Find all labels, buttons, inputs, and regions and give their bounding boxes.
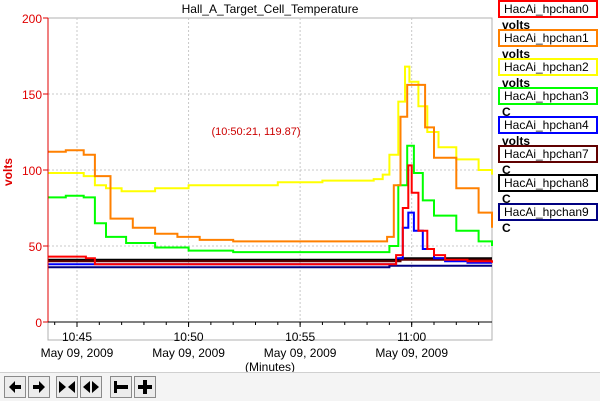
legend-series-name: HacAi_hpchan2 xyxy=(504,60,589,74)
y-tick-label: 100 xyxy=(22,164,42,178)
chart-title: Hall_A_Target_Cell_Temperature xyxy=(182,2,359,16)
arrow-right-icon[interactable] xyxy=(28,376,50,398)
y-tick-label: 50 xyxy=(29,240,43,254)
legend-series-unit: volts xyxy=(502,18,530,32)
legend-swatch xyxy=(498,29,598,47)
legend-series-name: HacAi_hpchan4 xyxy=(504,118,589,132)
chart: 0 50 100 150 200 10:45 May 09, 2009 10:50 May 09… xyxy=(1,0,598,372)
series-line-HacAi_hpchan0 xyxy=(48,164,493,266)
legend: HacAi_hpchan0voltsHacAi_hpchan1voltsHacA… xyxy=(498,0,598,235)
series-line-HacAi_hpchan9 xyxy=(48,264,492,269)
legend-series-name: HacAi_hpchan0 xyxy=(504,2,589,16)
legend-series-name: HacAi_hpchan1 xyxy=(504,31,589,45)
minus-icon[interactable] xyxy=(110,376,132,398)
legend-series-name: HacAi_hpchan3 xyxy=(504,89,589,103)
legend-series-unit: C xyxy=(502,192,511,206)
x-tick-time: 10:50 xyxy=(174,330,204,344)
legend-swatch xyxy=(498,58,598,76)
zoom-out-x-icon[interactable] xyxy=(80,376,102,398)
series-line-HacAi_hpchan8 xyxy=(48,257,492,261)
series-line-HacAi_hpchan1 xyxy=(48,83,493,243)
x-tick-time: 11:00 xyxy=(397,330,426,344)
x-axis-label: (Minutes) xyxy=(245,360,295,372)
legend-series-name: HacAi_hpchan7 xyxy=(504,147,589,161)
axes: 0 50 100 150 200 10:45 May 09, 2009 10:50 May 09… xyxy=(22,12,492,360)
x-tick-date: May 09, 2009 xyxy=(41,346,114,360)
legend-swatch xyxy=(498,0,598,18)
legend-series-unit: C xyxy=(502,221,511,235)
legend-swatch xyxy=(498,116,598,134)
legend-swatch xyxy=(498,87,598,105)
legend-series-unit: volts xyxy=(502,134,530,148)
x-tick-time: 10:45 xyxy=(62,330,92,344)
arrow-left-icon[interactable] xyxy=(4,376,26,398)
legend-series-unit: volts xyxy=(502,47,530,61)
y-axis-label: volts xyxy=(1,158,15,186)
legend-series-unit: volts xyxy=(502,76,530,90)
legend-series-name: HacAi_hpchan9 xyxy=(504,205,589,219)
legend-swatch xyxy=(498,203,598,221)
cursor-annotation: (10:50:21, 119.87) xyxy=(211,126,300,138)
y-tick-label: 150 xyxy=(22,88,42,102)
legend-series-unit: C xyxy=(502,163,511,177)
legend-series-name: HacAi_hpchan8 xyxy=(504,176,589,190)
plus-icon[interactable] xyxy=(134,376,156,398)
legend-swatch xyxy=(498,145,598,163)
x-tick-time: 10:55 xyxy=(285,330,315,344)
y-tick-label: 200 xyxy=(22,12,42,26)
y-tick-label: 0 xyxy=(35,316,42,330)
series-line-HacAi_hpchan3 xyxy=(48,144,493,254)
plot-area xyxy=(47,17,493,341)
legend-swatch xyxy=(498,174,598,192)
series-line-HacAi_hpchan7 xyxy=(48,258,492,263)
zoom-in-x-icon[interactable] xyxy=(56,376,78,398)
legend-series-unit: C xyxy=(502,105,511,119)
x-tick-date: May 09, 2009 xyxy=(264,346,337,360)
series-lines xyxy=(48,65,493,269)
series-line-HacAi_hpchan2 xyxy=(48,65,493,193)
x-tick-date: May 09, 2009 xyxy=(152,346,225,360)
x-tick-date: May 09, 2009 xyxy=(375,346,448,360)
